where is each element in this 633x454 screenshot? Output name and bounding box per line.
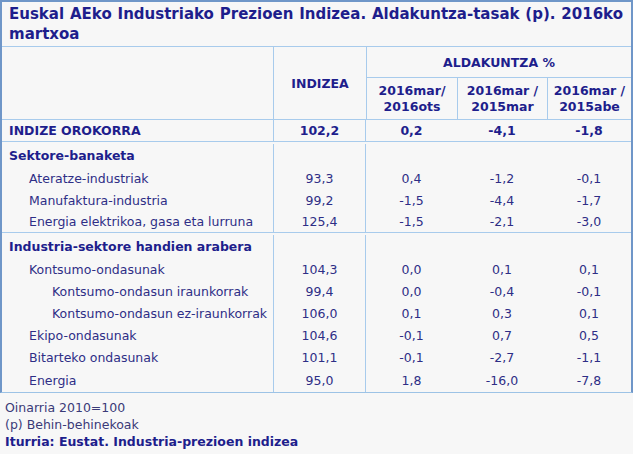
price-index-table-panel: Euskal AEko Industriako Prezioen Indizea… (0, 0, 633, 393)
row-value: -7,8 (547, 373, 631, 388)
row-value: 0,2 (366, 123, 457, 138)
table-row: Ekipo-ondasunak 104,6 -0,1 0,7 0,5 (2, 324, 631, 346)
row-label: Industria-sektore handien arabera (2, 239, 273, 254)
row-value: 1,8 (366, 373, 457, 388)
table-row: Ateratze-industriak 93,3 0,4 -1,2 -0,1 (2, 167, 631, 189)
row-value: 106,0 (273, 302, 366, 324)
row-value: 101,1 (273, 346, 366, 368)
row-value: -4,1 (457, 123, 547, 138)
table-row: Manufaktura-industria 99,2 -1,5 -4,4 -1,… (2, 189, 631, 211)
row-value: -4,4 (457, 193, 547, 208)
row-label: Ekipo-ondasunak (2, 328, 273, 343)
row-label: Kontsumo-ondasun ez-iraunkorrak (2, 306, 273, 321)
table-header: INDIZEA ALDAKUNTZA % 2016mar/ 2016ots 20… (2, 47, 631, 120)
table-row: Sektore-banaketa (2, 142, 631, 167)
row-label: Manufaktura-industria (2, 193, 273, 208)
table-row: Bitarteko ondasunak 101,1 -0,1 -2,7 -1,1 (2, 346, 631, 368)
row-value (273, 144, 366, 167)
row-value: -1,8 (547, 123, 631, 138)
row-value: 125,4 (273, 211, 366, 232)
header-period-2016mar-2015mar: 2016mar / 2015mar (457, 78, 547, 119)
row-label: Bitarteko ondasunak (2, 350, 273, 365)
row-label: INDIZE OROKORRA (2, 123, 273, 138)
row-value (273, 235, 366, 258)
row-value: -2,7 (457, 350, 547, 365)
row-value: 0,0 (366, 284, 457, 299)
row-value: -1,7 (547, 193, 631, 208)
header-indizea: INDIZEA (273, 47, 366, 119)
row-value: 95,0 (273, 368, 366, 392)
row-value: 99,2 (273, 189, 366, 211)
provisional-note: (p) Behin-behinekoak (5, 416, 633, 433)
row-value: 93,3 (273, 167, 366, 189)
row-value: 104,3 (273, 258, 366, 280)
row-value: 102,2 (273, 120, 366, 141)
row-value: 0,4 (366, 171, 457, 186)
table-row: Industria-sektore handien arabera (2, 233, 631, 258)
row-value: 0,1 (457, 262, 547, 277)
row-value: 0,3 (457, 306, 547, 321)
table-row: Kontsumo-ondasun ez-iraunkorrak 106,0 0,… (2, 302, 631, 324)
row-label: Energia elektrikoa, gasa eta lurruna (2, 214, 273, 229)
table-row: INDIZE OROKORRA 102,2 0,2 -4,1 -1,8 (2, 120, 631, 142)
row-label: Energia (2, 373, 273, 388)
header-period-2016mar-2016ots: 2016mar/ 2016ots (366, 78, 457, 119)
table-body: INDIZE OROKORRA 102,2 0,2 -4,1 -1,8 Sekt… (2, 120, 631, 392)
row-value: -1,2 (457, 171, 547, 186)
row-value: 99,4 (273, 280, 366, 302)
header-period-2016mar-2015abe: 2016mar / 2015abe (547, 78, 631, 119)
row-value: -0,4 (457, 284, 547, 299)
row-value: 104,6 (273, 324, 366, 346)
base-note: Oinarria 2010=100 (5, 399, 633, 416)
table-row: Energia elektrikoa, gasa eta lurruna 125… (2, 211, 631, 233)
row-label: Ateratze-industriak (2, 171, 273, 186)
row-label: Sektore-banaketa (2, 148, 273, 163)
row-label: Kontsumo-ondasun iraunkorrak (2, 284, 273, 299)
table-row: Kontsumo-ondasunak 104,3 0,0 0,1 0,1 (2, 258, 631, 280)
header-aldakuntza-group: ALDAKUNTZA % (366, 47, 631, 78)
row-value: -1,5 (366, 193, 457, 208)
row-value: 0,0 (366, 262, 457, 277)
row-value: -0,1 (547, 171, 631, 186)
row-value: -0,1 (366, 328, 457, 343)
row-value: -0,1 (547, 284, 631, 299)
table-row: Kontsumo-ondasun iraunkorrak 99,4 0,0 -0… (2, 280, 631, 302)
row-value: -2,1 (457, 214, 547, 229)
row-value: -0,1 (366, 350, 457, 365)
page-title: Euskal AEko Industriako Prezioen Indizea… (2, 2, 631, 47)
row-value: -1,5 (366, 214, 457, 229)
row-value: 0,1 (547, 306, 631, 321)
header-corner-cell (2, 47, 273, 119)
row-value: -16,0 (457, 373, 547, 388)
row-value: -3,0 (547, 214, 631, 229)
row-value: 0,1 (547, 262, 631, 277)
row-value: -1,1 (547, 350, 631, 365)
row-value: 0,5 (547, 328, 631, 343)
source-note: Iturria: Eustat. Industria-prezioen indi… (5, 433, 633, 450)
row-value: 0,7 (457, 328, 547, 343)
table-row: Energia 95,0 1,8 -16,0 -7,8 (2, 368, 631, 392)
row-value: 0,1 (366, 306, 457, 321)
table-footer: Oinarria 2010=100 (p) Behin-behinekoak I… (5, 399, 633, 450)
row-label: Kontsumo-ondasunak (2, 262, 273, 277)
